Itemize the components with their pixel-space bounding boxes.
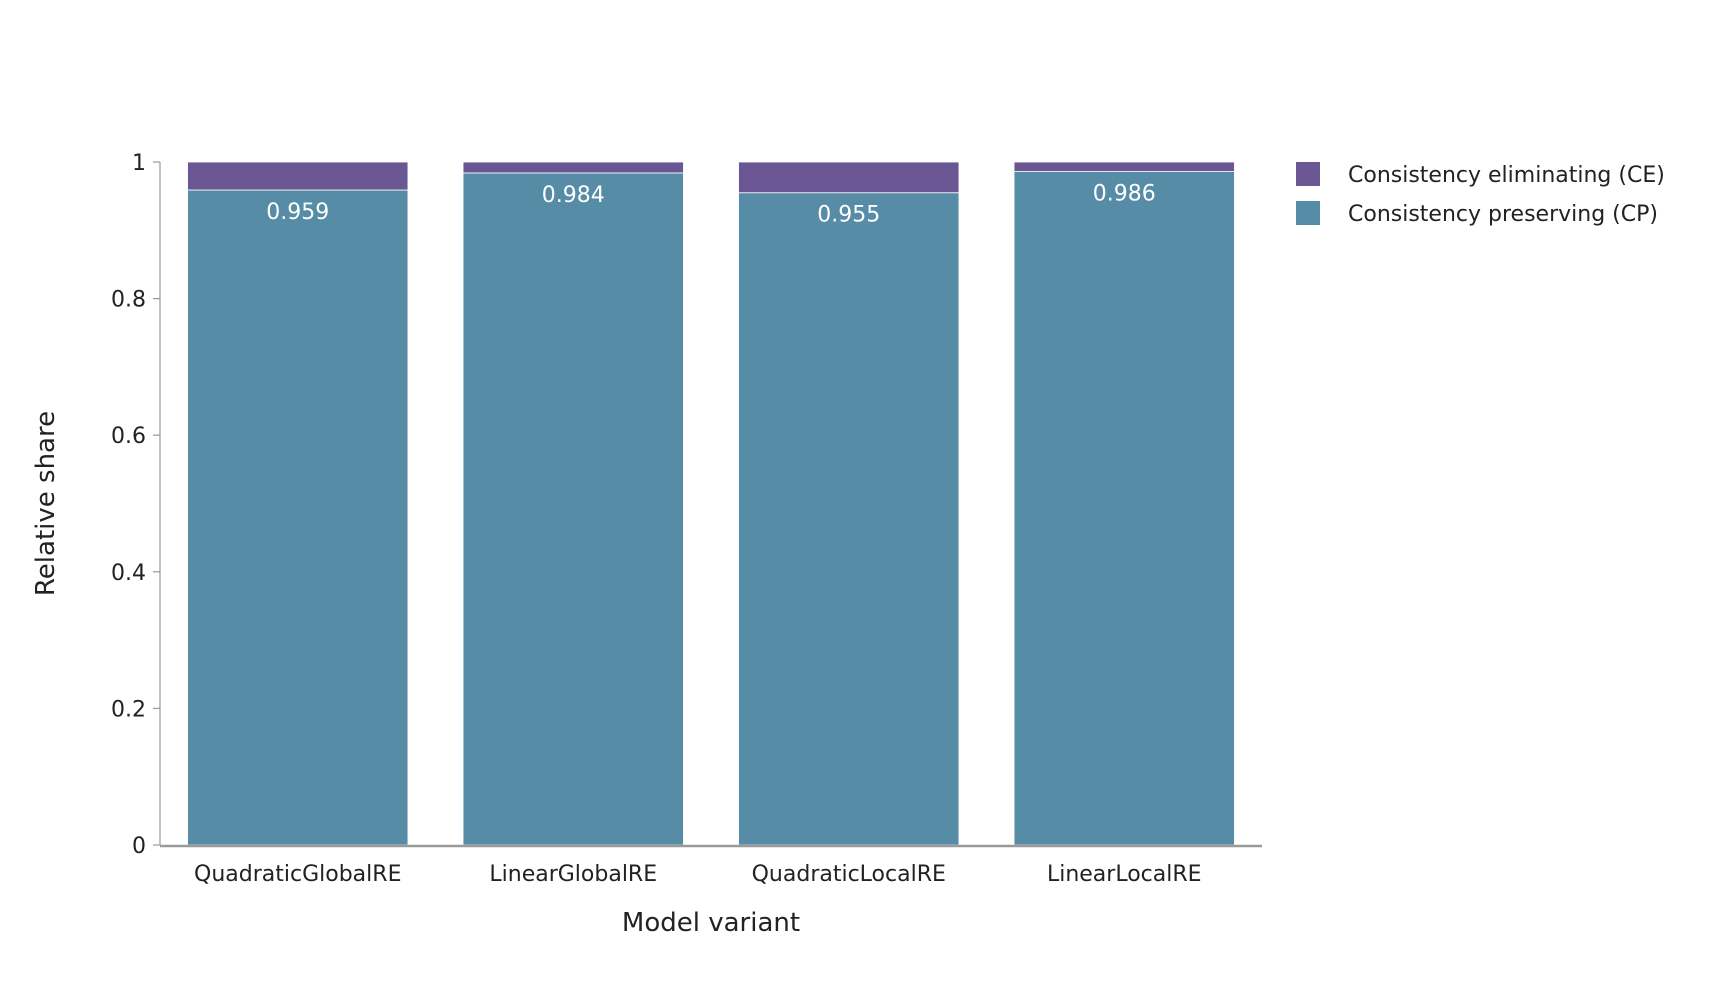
y-axis-title: Relative share [31,411,61,596]
x-tick-label-quadraticglobalre: QuadraticGlobalRE [194,862,401,887]
legend-swatch-consistency-eliminating-ce [1296,162,1320,186]
y-tick-label: 0.2 [111,697,146,722]
data-labels-layer: 0.959 0.984 0.955 0.986 [266,182,1155,228]
bars-layer [187,161,1235,846]
legend-label-consistency-eliminating-ce: Consistency eliminating (CE) [1348,163,1665,188]
bar-linearglobalre-ce [462,161,684,174]
x-tick-label-quadraticlocalre: QuadraticLocalRE [752,862,946,887]
axes-layer [159,162,1262,848]
legend-label-consistency-preserving-cp: Consistency preserving (CP) [1348,202,1658,227]
legend: Consistency eliminating (CE) Consistency … [1296,162,1665,227]
bar-quadraticlocalre-ce [738,161,960,194]
bar-quadraticglobalre-cp [187,189,409,846]
bar-quadraticlocalre-cp [738,192,960,846]
bar-linearlocalre-ce [1013,161,1235,172]
data-label-linearglobalre: 0.984 [542,183,605,208]
x-ticks: QuadraticGlobalRE LinearGlobalRE Quadratic… [194,862,1202,887]
y-tick-label: 0.8 [111,288,146,313]
y-tick-label: 1 [132,151,146,176]
y-ticks: 0 0.2 0.4 0.6 0.8 1 [111,151,160,859]
bar-linearlocalre-cp [1013,171,1235,846]
data-label-quadraticlocalre: 0.955 [817,203,880,228]
x-tick-label-linearglobalre: LinearGlobalRE [489,862,657,887]
y-tick-label: 0.6 [111,424,146,449]
bar-linearglobalre-cp [462,172,684,846]
bar-quadraticglobalre-ce [187,161,409,191]
data-label-linearlocalre: 0.986 [1093,182,1156,207]
y-tick-label: 0 [132,834,146,859]
data-label-quadraticglobalre: 0.959 [266,200,329,225]
x-tick-label-linearlocalre: LinearLocalRE [1047,862,1202,887]
x-axis-title: Model variant [622,908,800,938]
legend-swatch-consistency-preserving-cp [1296,201,1320,225]
y-tick-label: 0.4 [111,561,146,586]
